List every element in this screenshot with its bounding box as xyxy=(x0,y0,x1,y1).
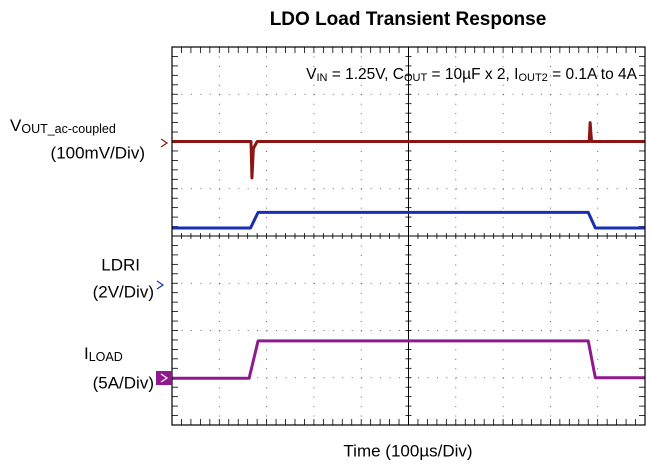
plot-area xyxy=(171,46,646,426)
channel-name: I xyxy=(84,344,89,363)
channel-marker xyxy=(156,280,165,290)
channel-marker xyxy=(160,138,169,148)
annotation-part: V xyxy=(306,66,317,83)
x-axis-label: Time (100µs/Div) xyxy=(343,441,472,460)
annotation-part: = 0.1A to 4A xyxy=(548,66,638,83)
annotation-part: = 1.25V, C xyxy=(327,66,404,83)
channel-label: ILOAD xyxy=(84,344,123,364)
annotation-sub: OUT2 xyxy=(518,72,547,84)
annotation-sub: IN xyxy=(316,72,327,84)
plot-border xyxy=(171,46,646,426)
trace xyxy=(172,210,645,230)
channel-marker xyxy=(160,373,169,383)
channel-scale: (100mV/Div) xyxy=(51,143,145,162)
annotation: VIN = 1.25V, COUT = 10µF x 2, IOUT2 = 0.… xyxy=(306,66,638,84)
chart-title: LDO Load Transient Response xyxy=(270,9,547,30)
channel-sub: LOAD xyxy=(89,350,123,364)
trace xyxy=(172,339,645,380)
annotation-sub: OUT xyxy=(404,72,428,84)
channel-scale: (5A/Div) xyxy=(93,373,154,392)
channel-label: VOUT_ac-coupled xyxy=(10,116,116,136)
annotation-part: = 10µF x 2, I xyxy=(427,66,518,83)
trace xyxy=(172,121,645,180)
channel-name: LDRI xyxy=(101,255,140,274)
channel-scale: (2V/Div) xyxy=(93,282,154,301)
channel-marker xyxy=(156,371,172,385)
channel-sub: OUT_ac-coupled xyxy=(21,122,116,136)
channel-name: V xyxy=(10,116,22,135)
